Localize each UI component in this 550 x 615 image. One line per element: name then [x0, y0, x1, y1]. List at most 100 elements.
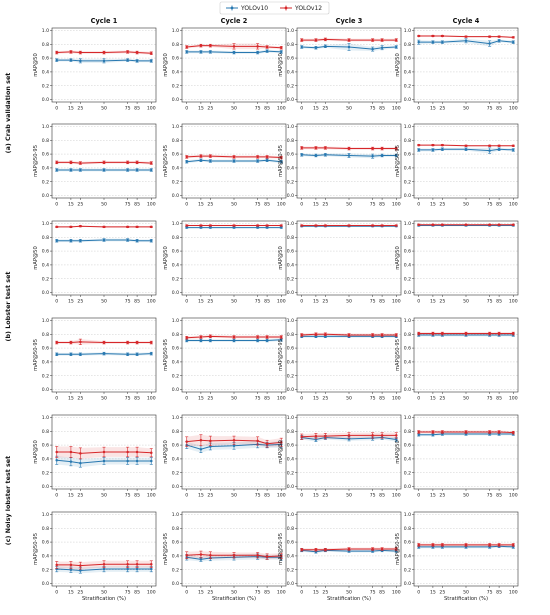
- data-point: [265, 49, 269, 53]
- x-tick-label: 85: [379, 493, 385, 499]
- x-tick-label: 100: [509, 299, 518, 305]
- y-tick-label: 0.6: [404, 249, 411, 255]
- panel-r6-c3: 0.0 0.2 0.4 0.6 0.8 1.0 0 15 25 50 75 85 100 mAP@50-9…: [278, 511, 402, 602]
- data-point: [150, 459, 153, 463]
- data-point: [314, 434, 318, 438]
- data-point: [126, 225, 129, 229]
- data-point: [256, 159, 259, 163]
- data-point: [256, 45, 259, 48]
- data-point: [126, 562, 129, 566]
- data-point: [55, 239, 58, 242]
- data-point: [232, 438, 236, 442]
- y-tick-label: 0.0: [404, 193, 411, 199]
- data-point: [441, 332, 444, 335]
- data-point: [464, 39, 468, 43]
- x-tick-label: 0: [185, 493, 188, 499]
- x-tick-label: 50: [463, 299, 469, 305]
- y-tick-label: 1.0: [404, 512, 411, 518]
- y-tick-label: 0.2: [42, 179, 49, 185]
- panel-r2-c1: 0.0 0.2 0.4 0.6 0.8 1.0 0 15 25 50 75 85 100 mAP@50-9…: [33, 123, 157, 208]
- data-point: [441, 143, 444, 147]
- x-tick-label: 0: [55, 493, 58, 499]
- data-point: [256, 335, 259, 339]
- panel-r2-c2: 0.0 0.2 0.4 0.6 0.8 1.0 0 15 25 50 75 85 100 mAP@50-9…: [163, 123, 287, 208]
- series-yolov12: [417, 143, 515, 148]
- x-tick-label: 75: [255, 299, 261, 305]
- x-tick-label: 15: [430, 202, 436, 208]
- x-tick-label: 50: [346, 493, 352, 499]
- data-point: [135, 59, 139, 63]
- data-point: [324, 153, 327, 157]
- x-tick-label: 85: [496, 590, 502, 596]
- panel-r6-c4: 0.0 0.2 0.4 0.6 0.8 1.0 0 15 25 50 75 85 100 mAP@50-9…: [395, 511, 519, 602]
- series-yolov12: [185, 154, 283, 160]
- data-point: [371, 547, 374, 551]
- x-tick-label: 0: [417, 590, 420, 596]
- y-tick-label: 1.0: [404, 28, 411, 34]
- y-tick-label: 0.0: [172, 484, 179, 490]
- data-point: [497, 332, 501, 335]
- data-point: [199, 553, 203, 556]
- x-tick-label: 100: [392, 396, 401, 402]
- y-tick-label: 0.6: [404, 152, 411, 158]
- y-axis-label: mAP@50: [163, 53, 169, 77]
- y-tick-label: 0.0: [42, 193, 49, 199]
- series-yolov12: [417, 331, 515, 336]
- x-tick-label: 100: [277, 590, 286, 596]
- plot-frame: [296, 317, 402, 393]
- data-point: [79, 564, 82, 567]
- y-tick-label: 1.0: [42, 512, 49, 518]
- y-tick-label: 0.4: [42, 70, 49, 76]
- x-tick-label: 0: [55, 106, 58, 112]
- x-tick-label: 25: [207, 493, 213, 499]
- data-point: [265, 155, 269, 159]
- data-point: [380, 46, 384, 49]
- data-point: [497, 39, 501, 43]
- series-yolov10: [300, 153, 398, 159]
- data-point: [300, 146, 303, 150]
- panel-r5-c3: 0.0 0.2 0.4 0.6 0.8 1.0 0 15 25 50 75 85 100 mAP@50: [278, 414, 402, 499]
- data-point: [69, 50, 73, 54]
- y-tick-label: 0.6: [172, 540, 179, 546]
- panel-r6-c2: 0.0 0.2 0.4 0.6 0.8 1.0 0 15 25 50 75 85 100 mAP@50-9…: [163, 511, 287, 602]
- data-point: [150, 51, 153, 55]
- y-tick-label: 1.0: [287, 415, 294, 421]
- x-tick-label: 75: [370, 202, 376, 208]
- y-tick-label: 0.0: [42, 484, 49, 490]
- y-tick-label: 0.8: [404, 526, 411, 532]
- x-tick-label: 50: [231, 396, 237, 402]
- data-point: [265, 555, 269, 558]
- y-tick-label: 0.8: [42, 138, 49, 144]
- x-tick-label: 25: [439, 106, 445, 112]
- data-point: [280, 156, 283, 159]
- plot-frame: [181, 27, 287, 103]
- plot-frame: [51, 317, 157, 393]
- x-tick-label: 50: [101, 396, 107, 402]
- x-tick-label: 100: [509, 202, 518, 208]
- data-point: [55, 225, 58, 229]
- data-point: [512, 148, 515, 152]
- legend-marker-icon: [284, 6, 288, 10]
- series-yolov10: [417, 147, 515, 154]
- legend-marker-icon: [230, 6, 234, 10]
- y-axis-label: mAP@50: [278, 440, 284, 464]
- y-tick-label: 0.6: [404, 56, 411, 62]
- data-point: [69, 450, 73, 454]
- y-tick-label: 0.4: [172, 554, 179, 560]
- x-tick-label: 50: [463, 493, 469, 499]
- y-tick-label: 0.6: [172, 346, 179, 352]
- y-tick-label: 0.2: [172, 373, 179, 379]
- data-point: [512, 431, 515, 434]
- data-point: [417, 543, 420, 547]
- data-point: [431, 148, 435, 152]
- x-tick-label: 75: [125, 106, 131, 112]
- data-point: [497, 147, 501, 151]
- data-point: [55, 459, 58, 462]
- data-point: [55, 353, 58, 356]
- series-yolov12: [300, 332, 398, 337]
- row-group-label: (c) Noisy lobster test set: [4, 456, 12, 545]
- y-tick-label: 0.2: [172, 83, 179, 89]
- series-yolov12: [185, 434, 283, 448]
- data-point: [488, 223, 491, 227]
- data-point: [55, 341, 58, 344]
